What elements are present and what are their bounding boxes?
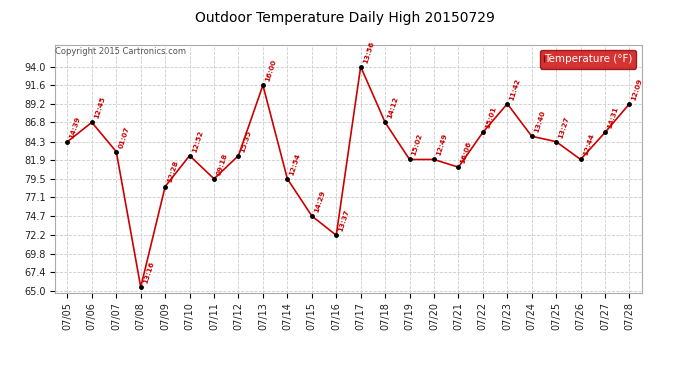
Text: 15:35: 15:35 — [240, 129, 253, 153]
Text: 12:28: 12:28 — [166, 160, 179, 184]
Text: 15:01: 15:01 — [484, 106, 497, 130]
Text: 13:37: 13:37 — [337, 209, 351, 232]
Text: 12:52: 12:52 — [191, 129, 204, 153]
Text: 14:12: 14:12 — [386, 96, 400, 120]
Text: Copyright 2015 Cartronics.com: Copyright 2015 Cartronics.com — [55, 47, 186, 56]
Text: 16:00: 16:00 — [264, 59, 277, 82]
Text: 01:07: 01:07 — [118, 125, 130, 149]
Text: 13:16: 13:16 — [142, 261, 155, 284]
Text: 16:06: 16:06 — [460, 141, 473, 164]
Text: 13:27: 13:27 — [558, 115, 571, 139]
Text: 12:44: 12:44 — [582, 133, 595, 157]
Text: 12:09: 12:09 — [631, 77, 644, 101]
Text: 13:40: 13:40 — [533, 110, 546, 134]
Text: 12:54: 12:54 — [288, 152, 302, 176]
Text: 09:18: 09:18 — [215, 152, 228, 176]
Text: 12:49: 12:49 — [435, 133, 448, 157]
Legend: Temperature (°F): Temperature (°F) — [540, 50, 636, 69]
Text: Outdoor Temperature Daily High 20150729: Outdoor Temperature Daily High 20150729 — [195, 11, 495, 25]
Text: 14:39: 14:39 — [69, 115, 81, 139]
Text: 13:56: 13:56 — [362, 40, 375, 64]
Text: 14:31: 14:31 — [607, 106, 619, 130]
Text: 11:42: 11:42 — [509, 77, 522, 101]
Text: 12:45: 12:45 — [93, 96, 106, 120]
Text: 14:29: 14:29 — [313, 189, 326, 213]
Text: 15:02: 15:02 — [411, 133, 424, 157]
